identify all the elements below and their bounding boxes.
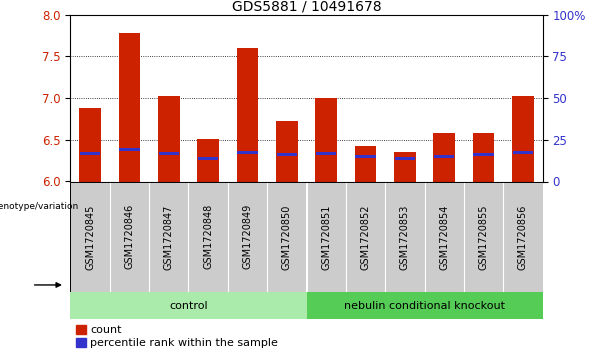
Text: GSM1720846: GSM1720846 bbox=[124, 204, 134, 269]
Text: GSM1720850: GSM1720850 bbox=[282, 204, 292, 270]
Bar bbox=[395, 157, 415, 160]
Bar bbox=[70, 182, 110, 292]
Bar bbox=[394, 152, 416, 182]
Text: GSM1720856: GSM1720856 bbox=[518, 204, 528, 270]
Bar bbox=[385, 182, 424, 292]
Text: GSM1720847: GSM1720847 bbox=[164, 204, 174, 270]
Bar bbox=[228, 182, 267, 292]
Bar bbox=[189, 182, 228, 292]
Bar bbox=[110, 182, 149, 292]
Bar bbox=[512, 151, 533, 154]
Text: GSM1720852: GSM1720852 bbox=[360, 204, 370, 270]
Text: GSM1720854: GSM1720854 bbox=[439, 204, 449, 270]
Bar bbox=[503, 182, 543, 292]
Text: GSM1720848: GSM1720848 bbox=[203, 204, 213, 269]
Bar bbox=[433, 133, 455, 182]
Bar bbox=[464, 182, 503, 292]
Text: nebulin conditional knockout: nebulin conditional knockout bbox=[344, 301, 505, 311]
Bar bbox=[197, 139, 219, 182]
Bar bbox=[237, 151, 258, 154]
Bar bbox=[346, 182, 385, 292]
Bar bbox=[119, 148, 140, 151]
Bar bbox=[276, 153, 297, 156]
Legend: count, percentile rank within the sample: count, percentile rank within the sample bbox=[76, 325, 278, 348]
Bar bbox=[355, 155, 376, 158]
Title: GDS5881 / 10491678: GDS5881 / 10491678 bbox=[232, 0, 381, 13]
Bar bbox=[70, 292, 306, 319]
Bar bbox=[315, 98, 337, 182]
Bar bbox=[316, 152, 337, 155]
Bar bbox=[79, 108, 101, 182]
Bar bbox=[119, 33, 140, 182]
Bar bbox=[473, 133, 494, 182]
Bar bbox=[473, 153, 494, 156]
Bar bbox=[158, 96, 180, 182]
Text: control: control bbox=[169, 301, 208, 311]
Bar bbox=[434, 155, 454, 158]
Bar bbox=[80, 152, 101, 155]
Text: GSM1720851: GSM1720851 bbox=[321, 204, 331, 270]
Bar bbox=[276, 121, 298, 182]
Bar bbox=[306, 182, 346, 292]
Bar bbox=[355, 146, 376, 182]
Bar bbox=[267, 182, 306, 292]
Bar bbox=[149, 182, 189, 292]
Text: GSM1720855: GSM1720855 bbox=[479, 204, 489, 270]
Bar bbox=[424, 182, 464, 292]
Text: GSM1720849: GSM1720849 bbox=[243, 204, 253, 269]
Text: GSM1720845: GSM1720845 bbox=[85, 204, 95, 270]
Bar bbox=[512, 96, 534, 182]
Text: GSM1720853: GSM1720853 bbox=[400, 204, 410, 270]
Bar bbox=[306, 292, 543, 319]
Bar bbox=[159, 152, 179, 155]
Bar bbox=[198, 157, 218, 160]
Text: genotype/variation: genotype/variation bbox=[0, 202, 78, 211]
Bar bbox=[237, 48, 258, 182]
